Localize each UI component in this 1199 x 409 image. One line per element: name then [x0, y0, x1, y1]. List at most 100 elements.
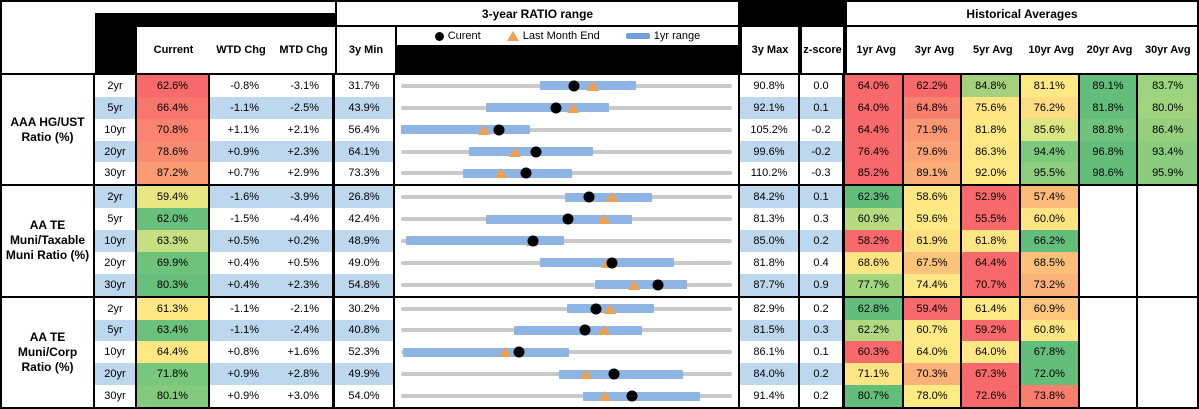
wtd-chg-cell: +0.9%	[210, 140, 272, 163]
avg-1yr-cell: 60.9%	[845, 208, 904, 231]
wtd-chg-cell: +0.4%	[210, 251, 272, 274]
current-value-cell: 63.3%	[137, 230, 210, 252]
avg-30yr-cell: 93.4%	[1138, 140, 1197, 163]
mtd-chg-column-header: MTD Chg	[279, 44, 328, 56]
current-value-cell: 62.6%	[137, 75, 210, 97]
avg-20yr-cell: 81.8%	[1079, 96, 1139, 119]
ratio-group: AA TE Muni/Corp Ratio (%) 2yr 61.3% -1.1% -2…	[2, 295, 1197, 407]
avg-3yr-cell: 62.2%	[903, 75, 963, 97]
range-track	[401, 238, 732, 243]
avg-5yr-cell: 55.5%	[962, 208, 1021, 231]
tenor-cell: 30yr	[95, 273, 137, 296]
table-row: 20yr 69.9% +0.4% +0.5% 49.0% 81.8% 0.4 68.6% 67.…	[95, 251, 1197, 274]
avg-20yr-header: 20yr Avg	[1086, 44, 1133, 56]
wtd-chg-cell: -0.8%	[210, 75, 272, 97]
current-value-cell: 61.3%	[137, 297, 210, 320]
3y-max-cell: 91.4%	[740, 385, 800, 407]
chart-legend: Curent Last Month End 1yr range	[397, 27, 738, 45]
avg-30yr-cell-blank	[1138, 319, 1197, 342]
1yr-range-bar	[402, 347, 570, 357]
3y-min-cell: 52.3%	[335, 341, 395, 364]
group-label: AAA HG/UST Ratio (%)	[2, 75, 95, 185]
avg-30yr-cell-blank	[1138, 341, 1197, 364]
range-chart-cell	[395, 162, 740, 185]
range-chart-cell	[395, 75, 740, 97]
avg-1yr-header: 1yr Avg	[856, 44, 896, 56]
range-chart-cell	[395, 251, 740, 274]
avg-20yr-cell-blank	[1079, 297, 1139, 320]
table-row: 20yr 71.8% +0.9% +2.8% 49.9% 84.0% 0.2 71.1% 70.…	[95, 363, 1197, 386]
1yr-range-bar	[486, 214, 633, 224]
mtd-chg-cell: +2.3%	[272, 273, 335, 296]
wtd-chg-column-header: WTD Chg	[216, 44, 266, 56]
avg-5yr-cell: 92.0%	[962, 162, 1021, 185]
current-value-cell: 63.4%	[137, 319, 210, 342]
avg-3yr-cell: 59.6%	[903, 208, 963, 231]
wtd-chg-cell: -1.5%	[210, 208, 272, 231]
avg-20yr-cell-blank	[1079, 363, 1139, 386]
last-month-end-marker	[498, 347, 511, 358]
ratio-group: AAA HG/UST Ratio (%) 2yr 62.6% -0.8% -3.1% 31…	[2, 75, 1197, 185]
avg-10yr-cell: 60.0%	[1021, 208, 1080, 231]
ratio-group: AA TE Muni/Taxable Muni Ratio (%) 2yr 59.4…	[2, 184, 1197, 296]
current-value-cell: 80.3%	[137, 273, 210, 296]
range-chart-cell	[395, 273, 740, 296]
tenor-cell: 10yr	[95, 230, 137, 252]
avg-20yr-cell: 88.8%	[1079, 118, 1139, 141]
avg-1yr-cell: 64.4%	[845, 118, 904, 141]
table-row: 2yr 61.3% -1.1% -2.1% 30.2% 82.9% 0.2 62.8% 59.4…	[95, 297, 1197, 320]
1yr-range-bar	[514, 325, 642, 335]
wtd-chg-cell: -1.1%	[210, 96, 272, 119]
last-month-end-marker	[599, 391, 612, 402]
avg-1yr-cell: 62.8%	[845, 297, 904, 320]
range-chart-cell	[395, 96, 740, 119]
tenor-cell: 30yr	[95, 385, 137, 407]
avg-30yr-cell: 83.7%	[1138, 75, 1197, 97]
avg-10yr-cell: 95.5%	[1021, 162, 1080, 185]
wtd-chg-cell: +0.4%	[210, 273, 272, 296]
avg-30yr-header: 30yr Avg	[1144, 44, 1191, 56]
tenor-cell: 20yr	[95, 363, 137, 386]
current-marker	[608, 368, 620, 380]
3y-max-cell: 81.3%	[740, 208, 800, 231]
tenor-cell: 2yr	[95, 297, 137, 320]
current-column-header: Current	[153, 44, 194, 56]
zscore-column-header: z-score	[802, 27, 843, 73]
zscore-cell: 0.3	[800, 319, 845, 342]
range-chart-cell	[395, 186, 740, 209]
current-value-cell: 80.1%	[137, 385, 210, 407]
avg-10yr-cell: 94.4%	[1021, 140, 1080, 163]
current-value-cell: 69.9%	[137, 251, 210, 274]
3y-max-cell: 90.8%	[740, 75, 800, 97]
last-month-end-marker	[494, 168, 507, 179]
wtd-chg-cell: +0.9%	[210, 363, 272, 386]
range-track	[401, 306, 732, 311]
zscore-cell: -0.2	[800, 118, 845, 141]
avg-5yr-cell: 64.0%	[962, 341, 1021, 364]
3y-min-cell: 31.7%	[335, 75, 395, 97]
wtd-chg-cell: +0.8%	[210, 341, 272, 364]
avg-30yr-cell-blank	[1138, 297, 1197, 320]
tenor-cell: 10yr	[95, 118, 137, 141]
last-month-end-marker	[606, 192, 619, 203]
3y-min-cell: 40.8%	[335, 319, 395, 342]
avg-20yr-cell-blank	[1079, 186, 1139, 209]
range-track	[401, 127, 732, 132]
current-value-cell: 66.4%	[137, 96, 210, 119]
avg-3yr-cell: 71.9%	[903, 118, 963, 141]
current-dot-icon	[434, 31, 444, 41]
avg-5yr-cell: 84.8%	[962, 75, 1021, 97]
3y-max-cell: 81.8%	[740, 251, 800, 274]
last-month-end-marker	[566, 102, 579, 113]
avg-20yr-cell-blank	[1079, 251, 1139, 274]
avg-5yr-cell: 75.6%	[962, 96, 1021, 119]
zscore-cell: 0.3	[800, 208, 845, 231]
last-month-end-marker	[598, 325, 611, 336]
last-month-end-marker	[580, 369, 593, 380]
avg-5yr-cell: 86.3%	[962, 140, 1021, 163]
current-marker	[606, 257, 618, 269]
zscore-cell: 0.2	[800, 363, 845, 386]
tenor-cell: 2yr	[95, 75, 137, 97]
range-chart-cell	[395, 208, 740, 231]
